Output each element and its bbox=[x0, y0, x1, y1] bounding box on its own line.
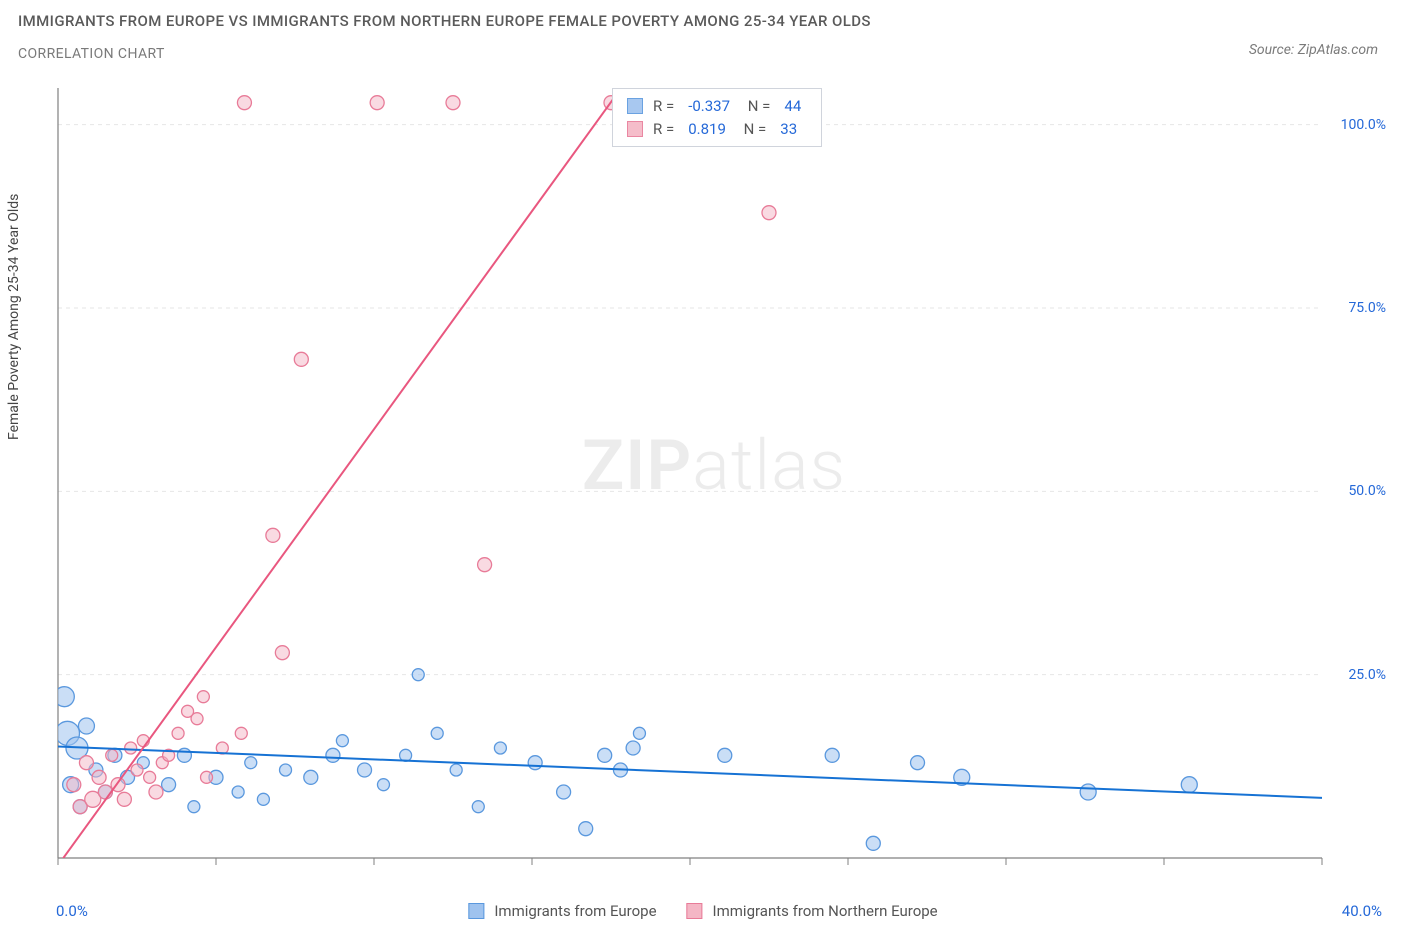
stats-n-label: N = bbox=[744, 95, 770, 118]
y-tick-label: 50.0% bbox=[1348, 483, 1386, 499]
stats-row-northern: R = 0.819 N = 33 bbox=[627, 118, 807, 141]
y-tick-label: 75.0% bbox=[1348, 300, 1386, 316]
stats-n-value-northern: 33 bbox=[780, 118, 797, 141]
legend-item-europe: Immigrants from Europe bbox=[468, 902, 656, 920]
stats-r-label: R = bbox=[653, 118, 674, 141]
northern-swatch bbox=[627, 121, 643, 137]
source-credit: Source: ZipAtlas.com bbox=[1249, 42, 1378, 58]
chart-subtitle: CORRELATION CHART bbox=[18, 46, 165, 62]
chart-title: IMMIGRANTS FROM EUROPE VS IMMIGRANTS FRO… bbox=[18, 12, 871, 30]
x-axis-max-label: 40.0% bbox=[1342, 902, 1382, 920]
europe-legend-swatch bbox=[468, 903, 484, 919]
correlation-stats-box: R = -0.337 N = 44 R = 0.819 N = 33 bbox=[612, 88, 822, 147]
x-axis-min-label: 0.0% bbox=[56, 902, 88, 920]
scatter-chart bbox=[52, 82, 1376, 882]
y-axis-label: Female Poverty Among 25-34 Year Olds bbox=[6, 194, 22, 440]
chart-area: ZIPatlas R =-0.337 N =44R =0.819 N =33 bbox=[52, 82, 1376, 882]
stats-row-europe: R = -0.337 N = 44 bbox=[627, 95, 807, 118]
y-tick-label: 25.0% bbox=[1348, 667, 1386, 683]
northern-legend-swatch bbox=[687, 903, 703, 919]
stats-r-value-europe: -0.337 bbox=[688, 95, 730, 118]
europe-legend-label: Immigrants from Europe bbox=[494, 902, 656, 920]
legend: Immigrants from Europe Immigrants from No… bbox=[468, 902, 937, 920]
northern-legend-label: Immigrants from Northern Europe bbox=[713, 902, 938, 920]
legend-item-northern: Immigrants from Northern Europe bbox=[687, 902, 938, 920]
stats-r-value-northern: 0.819 bbox=[688, 118, 726, 141]
stats-n-label: N = bbox=[740, 118, 766, 141]
europe-swatch bbox=[627, 98, 643, 114]
y-tick-label: 100.0% bbox=[1341, 117, 1386, 133]
stats-r-label: R = bbox=[653, 95, 674, 118]
stats-n-value-europe: 44 bbox=[784, 95, 801, 118]
